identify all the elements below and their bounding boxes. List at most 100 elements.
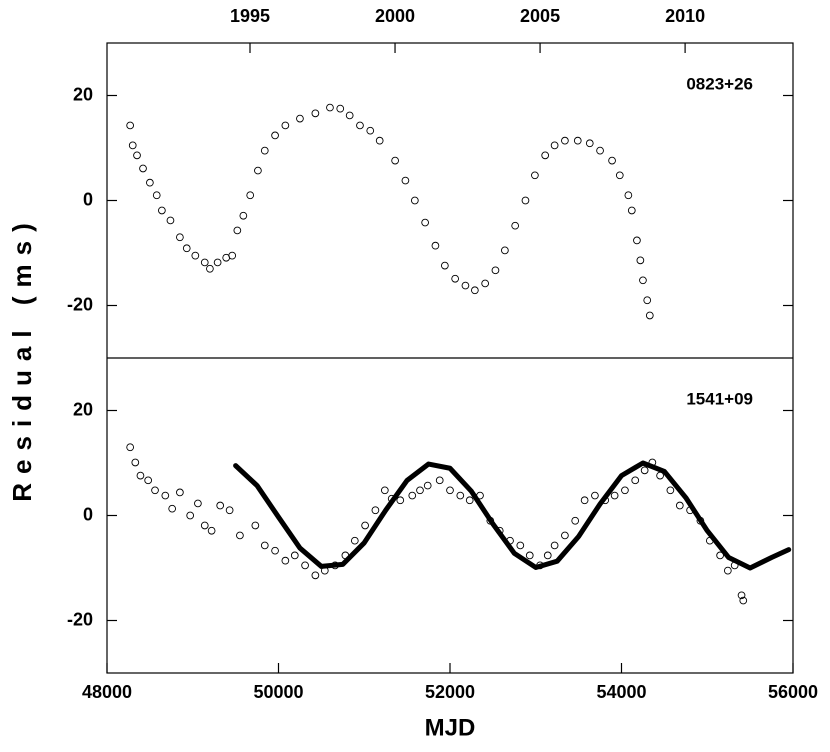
data-point xyxy=(396,496,405,505)
data-point xyxy=(246,191,255,200)
data-point xyxy=(624,191,633,200)
data-point xyxy=(401,176,410,185)
data-point xyxy=(361,521,369,530)
data-point xyxy=(228,251,237,260)
data-point xyxy=(311,571,320,580)
data-point xyxy=(194,499,202,508)
data-point xyxy=(356,121,364,130)
data-point xyxy=(610,491,619,500)
data-point xyxy=(371,506,380,515)
data-point xyxy=(239,211,248,220)
data-point xyxy=(585,139,594,148)
data-point xyxy=(126,443,135,452)
panel-label: 1541+09 xyxy=(686,389,753,408)
data-point xyxy=(366,126,375,135)
x2-tick-label: 2010 xyxy=(665,6,705,26)
data-point xyxy=(236,531,244,540)
data-point xyxy=(391,156,399,165)
data-point xyxy=(521,196,530,205)
data-point xyxy=(260,541,269,550)
data-point xyxy=(146,178,154,187)
data-point xyxy=(636,256,645,265)
data-point xyxy=(151,486,159,495)
data-point xyxy=(191,251,200,260)
x-tick-label: 52000 xyxy=(425,682,475,702)
data-point xyxy=(739,596,748,605)
panel-label: 0823+26 xyxy=(686,74,753,93)
data-point xyxy=(296,114,304,123)
data-point xyxy=(631,476,640,485)
data-point xyxy=(643,296,652,305)
data-point xyxy=(128,141,137,150)
data-point xyxy=(435,476,444,485)
x-tick-label: 48000 xyxy=(82,682,132,702)
data-point xyxy=(441,261,449,270)
data-point xyxy=(550,141,559,150)
data-point xyxy=(481,279,490,288)
x-tick-label: 50000 xyxy=(253,682,303,702)
data-point xyxy=(423,481,432,490)
data-point xyxy=(580,496,589,505)
data-point xyxy=(645,311,654,320)
data-point xyxy=(260,146,269,155)
data-point xyxy=(182,244,191,253)
data-point xyxy=(627,206,636,215)
y-axis-title: Residual (ms) xyxy=(7,214,37,502)
data-point xyxy=(511,221,520,230)
data-point xyxy=(491,266,500,275)
data-point xyxy=(666,486,675,495)
data-point xyxy=(161,491,170,500)
data-point xyxy=(451,274,459,283)
data-point xyxy=(571,516,580,525)
data-point xyxy=(375,136,384,145)
data-point xyxy=(200,258,209,267)
data-point xyxy=(131,458,140,467)
data-point xyxy=(207,526,216,535)
data-point xyxy=(225,506,234,515)
data-point xyxy=(461,281,470,290)
data-point xyxy=(596,146,604,155)
y-tick-label: 0 xyxy=(83,504,93,524)
data-point xyxy=(561,531,569,540)
x-tick-label: 56000 xyxy=(768,682,818,702)
data-point xyxy=(350,536,359,545)
data-point xyxy=(176,233,184,242)
data-point xyxy=(144,476,153,485)
data-point xyxy=(408,491,417,500)
data-point xyxy=(380,486,389,495)
data-point xyxy=(465,496,474,505)
data-point xyxy=(550,541,559,550)
data-point xyxy=(290,551,299,560)
data-point xyxy=(608,156,616,165)
data-point xyxy=(573,136,582,145)
data-point xyxy=(336,104,345,113)
data-point xyxy=(271,546,279,555)
data-point xyxy=(281,556,290,565)
data-point xyxy=(525,551,534,560)
data-point xyxy=(501,246,509,255)
data-point xyxy=(471,286,479,295)
data-point xyxy=(431,241,440,250)
data-point xyxy=(640,466,649,475)
data-point xyxy=(345,111,354,120)
data-point xyxy=(716,551,724,560)
data-point xyxy=(723,566,732,575)
data-point xyxy=(254,166,262,175)
data-point xyxy=(216,501,225,510)
data-point xyxy=(186,511,195,520)
x2-tick-label: 1995 xyxy=(230,6,270,26)
x2-tick-label: 2005 xyxy=(520,6,560,26)
data-point xyxy=(281,121,290,130)
data-point xyxy=(421,218,429,227)
data-point xyxy=(311,109,320,118)
data-point xyxy=(410,196,419,205)
data-point xyxy=(591,491,599,500)
data-point xyxy=(176,488,184,497)
data-point xyxy=(541,151,550,160)
y-tick-label: 0 xyxy=(83,189,93,209)
data-point xyxy=(326,103,334,112)
data-point xyxy=(271,131,279,140)
data-point xyxy=(615,171,624,180)
data-point xyxy=(543,551,552,560)
